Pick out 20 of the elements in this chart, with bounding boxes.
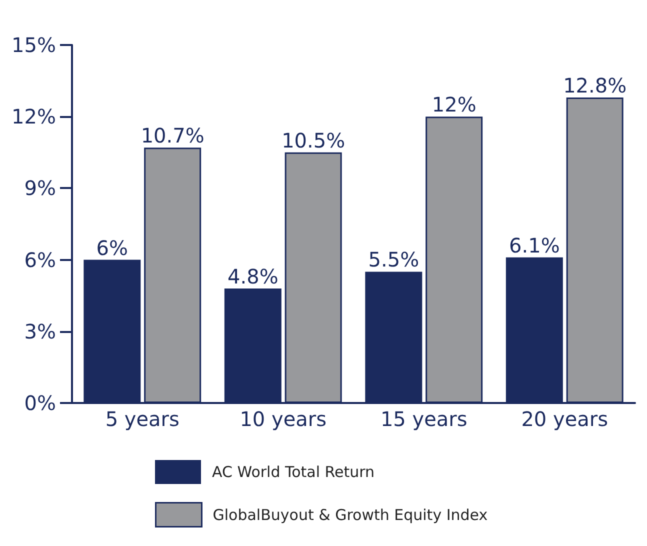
y-tick-label: 6% (24, 248, 56, 272)
x-tick-label: 15 years (380, 407, 468, 431)
data-label: 6.1% (509, 233, 560, 258)
data-label: 10.7% (140, 124, 204, 148)
data-label: 6% (96, 236, 128, 260)
data-label: 12.8% (563, 74, 627, 98)
y-tick-label: 12% (12, 104, 56, 129)
y-tick-label: 3% (24, 319, 56, 344)
data-label: 10.5% (282, 128, 346, 152)
data-label: 12% (432, 92, 476, 117)
data-label: 5.5% (368, 248, 420, 272)
x-tick-label: 20 years (521, 407, 608, 431)
x-tick-label: 5 years (105, 407, 180, 431)
y-tick-label: 15% (12, 33, 56, 57)
legend-label: AC World Total Return (212, 463, 375, 481)
legend-label: GlobalBuyout & Growth Equity Index (212, 506, 488, 524)
x-tick-label: 10 years (240, 407, 327, 431)
y-tick-label: 0% (24, 391, 56, 415)
y-tick-label: 9% (24, 176, 56, 200)
data-label: 4.8% (228, 264, 278, 288)
